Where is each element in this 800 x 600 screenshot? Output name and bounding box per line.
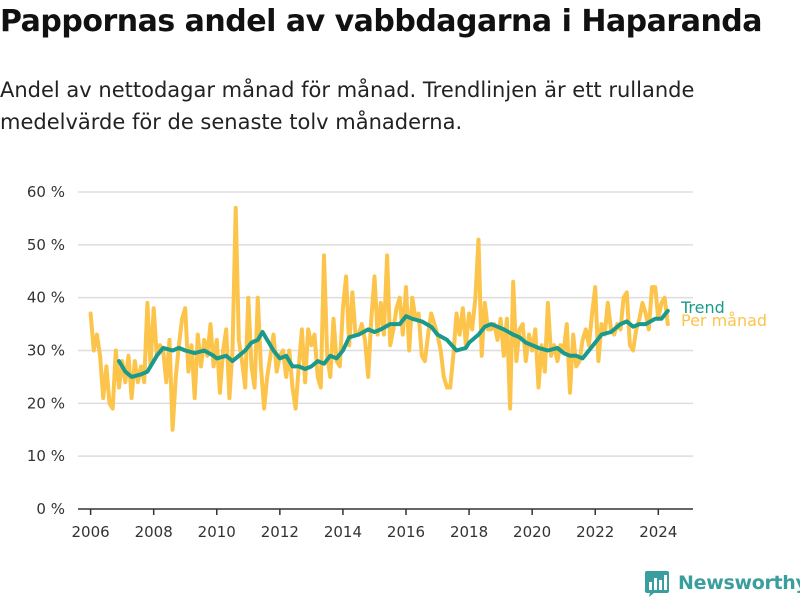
brand-logo[interactable]: Newsworthy <box>644 568 800 598</box>
chart-title: Pappornas andel av vabbdagarna i Haparan… <box>0 4 763 39</box>
y-tick-label: 30 % <box>27 342 65 360</box>
y-tick-label: 60 % <box>27 183 65 201</box>
y-tick-label: 0 % <box>36 500 65 518</box>
x-tick-label: 2014 <box>324 523 362 541</box>
x-tick-label: 2016 <box>387 523 425 541</box>
y-axis-ticks: 0 % 10 % 20 % 30 % 40 % 50 % 60 % <box>27 183 65 518</box>
x-tick-label: 2018 <box>450 523 488 541</box>
x-axis: 2006 2008 2010 2012 2014 2016 2018 2020 2022 2024 <box>72 508 693 541</box>
series-line-per-m-nad <box>88 205 670 432</box>
x-tick-label: 2012 <box>261 523 299 541</box>
chart-subtitle: Andel av nettodagar månad för månad. Tre… <box>0 78 695 134</box>
y-tick-label: 50 % <box>27 236 65 254</box>
brand-name: Newsworthy <box>678 572 800 594</box>
newsworthy-chart-icon <box>645 571 669 597</box>
series-line-trend <box>117 308 670 379</box>
x-tick-label: 2008 <box>135 523 173 541</box>
x-tick-label: 2024 <box>639 523 677 541</box>
y-tick-label: 40 % <box>27 289 65 307</box>
legend-label-trend: Trend <box>680 298 725 317</box>
legend-label-per-m-nad: Per månad <box>681 311 767 330</box>
y-tick-label: 10 % <box>27 447 65 465</box>
x-tick-label: 2022 <box>576 523 614 541</box>
y-tick-label: 20 % <box>27 394 65 412</box>
series-lines <box>88 205 670 432</box>
x-tick-label: 2006 <box>72 523 110 541</box>
x-tick-label: 2020 <box>513 523 551 541</box>
x-tick-label: 2010 <box>198 523 236 541</box>
